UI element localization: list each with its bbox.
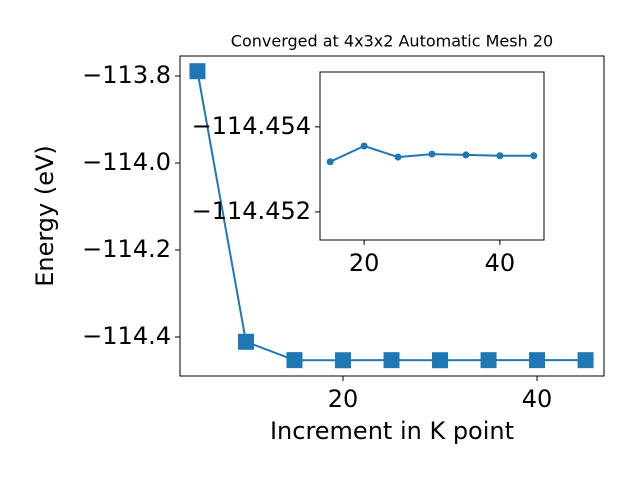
marker <box>577 352 594 369</box>
marker <box>480 352 497 369</box>
chart-title: Converged at 4x3x2 Automatic Mesh 20 <box>231 32 553 51</box>
y-tick-label: −114.454 <box>192 112 311 140</box>
x-tick-label: 20 <box>349 249 380 277</box>
marker <box>383 352 400 369</box>
marker <box>428 150 436 158</box>
y-tick-label: −114.0 <box>82 148 171 176</box>
plot-frame <box>319 71 545 241</box>
marker <box>530 152 538 160</box>
y-tick-label: −113.8 <box>82 61 171 89</box>
marker <box>496 152 504 160</box>
y-tick-label: −114.4 <box>82 322 171 350</box>
marker <box>394 153 402 161</box>
plot-frame <box>179 55 605 377</box>
y-axis-label: Energy (eV) <box>31 145 59 287</box>
marker <box>360 142 368 150</box>
marker <box>432 352 449 369</box>
marker <box>462 151 470 159</box>
marker <box>529 352 546 369</box>
marker <box>237 333 254 350</box>
x-axis-label: Increment in K point <box>270 417 514 445</box>
x-tick-label: 40 <box>485 249 516 277</box>
marker <box>326 158 334 166</box>
y-tick-label: −114.452 <box>192 197 311 225</box>
marker <box>286 352 303 369</box>
x-tick-label: 40 <box>522 385 553 413</box>
marker <box>335 352 352 369</box>
y-tick-label: −114.2 <box>82 235 171 263</box>
marker <box>189 63 206 80</box>
x-tick-label: 20 <box>328 385 359 413</box>
